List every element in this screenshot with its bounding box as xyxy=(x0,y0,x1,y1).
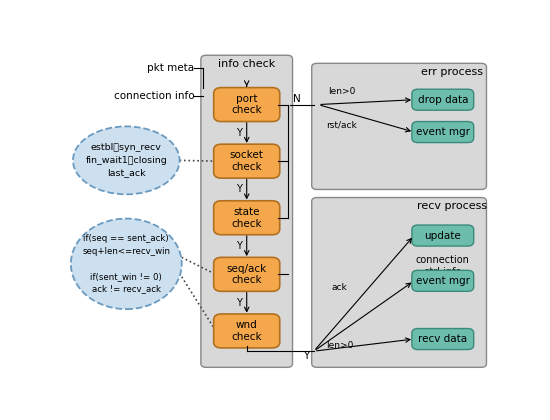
Text: if(seq == sent_ack)
seq+len<=recv_win

if(sent_win != 0)
ack != recv_ack: if(seq == sent_ack) seq+len<=recv_win if… xyxy=(82,234,170,293)
Text: drop data: drop data xyxy=(417,95,468,105)
FancyBboxPatch shape xyxy=(201,55,293,368)
Text: state
check: state check xyxy=(232,207,262,228)
FancyBboxPatch shape xyxy=(213,144,280,178)
Text: N: N xyxy=(293,94,301,104)
Text: socket
check: socket check xyxy=(230,150,263,172)
Text: recv process: recv process xyxy=(417,201,487,211)
FancyBboxPatch shape xyxy=(213,257,280,291)
Text: event mgr: event mgr xyxy=(416,127,470,137)
FancyBboxPatch shape xyxy=(312,197,486,368)
Text: update: update xyxy=(425,231,461,241)
Text: seq/ack
check: seq/ack check xyxy=(227,264,267,285)
Text: event mgr: event mgr xyxy=(416,276,470,286)
FancyBboxPatch shape xyxy=(412,328,474,349)
Text: pkt meta: pkt meta xyxy=(147,63,195,73)
FancyBboxPatch shape xyxy=(412,121,474,142)
Text: len>0: len>0 xyxy=(326,341,353,350)
Text: port
check: port check xyxy=(232,94,262,116)
Text: Y: Y xyxy=(236,241,242,251)
Text: recv data: recv data xyxy=(418,334,468,344)
Text: Y: Y xyxy=(303,351,309,361)
FancyBboxPatch shape xyxy=(213,88,280,121)
Text: rst/ack: rst/ack xyxy=(326,121,357,129)
Ellipse shape xyxy=(71,218,182,309)
Text: connection info: connection info xyxy=(114,91,195,101)
Text: err process: err process xyxy=(421,67,483,77)
Text: connection
ctrl info: connection ctrl info xyxy=(416,255,470,277)
FancyBboxPatch shape xyxy=(213,201,280,235)
Text: Y: Y xyxy=(236,184,242,194)
Text: Y: Y xyxy=(236,128,242,138)
Text: info check: info check xyxy=(218,59,276,69)
FancyBboxPatch shape xyxy=(412,225,474,246)
FancyBboxPatch shape xyxy=(312,63,486,189)
Text: len>0: len>0 xyxy=(328,87,355,96)
Text: wnd
check: wnd check xyxy=(232,320,262,342)
Text: Y: Y xyxy=(236,298,242,308)
Text: estbl、syn_recv
fin_wait1、closing
last_ack: estbl、syn_recv fin_wait1、closing last_ac… xyxy=(85,143,167,177)
Text: ack: ack xyxy=(332,283,347,292)
FancyBboxPatch shape xyxy=(412,270,474,291)
Ellipse shape xyxy=(73,126,179,194)
FancyBboxPatch shape xyxy=(213,314,280,348)
FancyBboxPatch shape xyxy=(412,89,474,110)
